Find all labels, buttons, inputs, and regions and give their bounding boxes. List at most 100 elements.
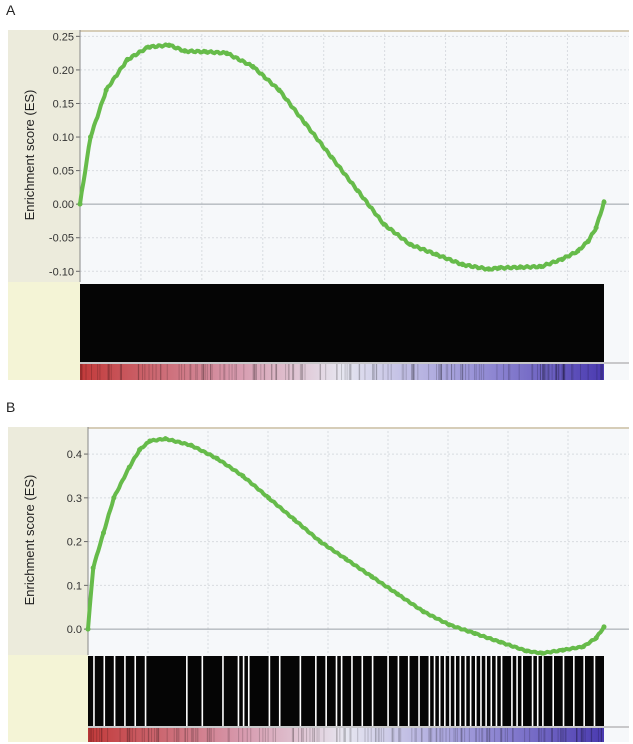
hit-line — [428, 656, 431, 726]
gradient-texture — [449, 728, 451, 742]
enrichment-point — [395, 591, 401, 597]
gradient-texture — [551, 728, 553, 742]
gradient-texture — [411, 728, 413, 742]
enrichment-point — [601, 199, 607, 205]
gradient-texture — [542, 364, 544, 380]
gradient-texture — [207, 728, 209, 742]
gradient-texture — [591, 728, 593, 742]
enrichment-point — [601, 624, 607, 630]
enrichment-point — [103, 87, 109, 93]
gradient-texture — [413, 364, 415, 380]
gradient-texture — [462, 364, 464, 380]
hit-line — [361, 656, 364, 726]
enrichment-point — [276, 87, 282, 93]
hit-line — [475, 656, 477, 726]
gradient-texture — [509, 364, 511, 380]
hit-line — [449, 656, 451, 726]
hit-line — [278, 656, 281, 726]
gradient-texture — [600, 364, 602, 380]
gradient-texture — [181, 364, 183, 380]
gradient-texture — [364, 364, 366, 380]
gradient-texture — [387, 364, 389, 380]
gradient-texture — [349, 364, 351, 380]
y-axis-label: Enrichment score (ES) — [22, 90, 37, 221]
gradient-texture — [544, 364, 546, 380]
barcode-side-panel — [8, 655, 88, 742]
gradient-texture — [227, 728, 229, 742]
gradient-texture — [456, 728, 458, 742]
gradient-texture — [292, 364, 294, 380]
gradient-texture — [319, 364, 321, 380]
gradient-texture — [341, 364, 343, 380]
enrichment-point — [498, 639, 504, 645]
gradient-texture — [264, 728, 266, 742]
hit-line — [325, 656, 327, 726]
gradient-texture — [597, 728, 599, 742]
enrichment-point — [329, 154, 335, 160]
gradient-texture — [518, 364, 520, 380]
gradient-texture — [405, 364, 407, 380]
gradient-texture — [120, 364, 122, 380]
gradient-texture — [80, 364, 82, 380]
hit-line — [103, 656, 106, 726]
y-axis-side-panel — [8, 30, 80, 282]
hit-line — [500, 656, 503, 726]
gradient-texture — [287, 364, 289, 380]
enrichment-point — [240, 473, 246, 479]
hit-line — [552, 656, 554, 726]
hit-line — [222, 656, 224, 726]
gradient-texture — [348, 364, 350, 380]
gradient-texture — [159, 364, 161, 380]
panel-b: 0.4 0.3 0.2 0.1 0.0 Enrichment score (ES) — [8, 427, 629, 742]
gradient-texture — [272, 728, 274, 742]
hit-line — [124, 656, 126, 726]
gradient-texture — [350, 728, 352, 742]
gradient-texture — [336, 728, 338, 742]
enrichment-point — [126, 464, 132, 470]
gradient-texture — [288, 364, 290, 380]
gradient-texture — [107, 728, 109, 742]
gradient-texture — [539, 364, 541, 380]
gradient-texture — [119, 364, 121, 380]
gradient-texture — [445, 728, 447, 742]
gradient-texture — [293, 364, 295, 380]
gradient-texture — [151, 728, 153, 742]
gradient-texture — [600, 364, 602, 380]
gradient-texture — [551, 728, 553, 742]
gradient-texture — [587, 364, 589, 380]
gradient-texture — [302, 364, 304, 380]
hit-line — [340, 656, 343, 726]
hit-line — [351, 656, 353, 726]
gradient-texture — [359, 364, 361, 380]
gradient-texture — [271, 364, 273, 380]
gradient-texture — [415, 728, 417, 742]
gradient-texture — [461, 364, 463, 380]
hit-line — [201, 656, 204, 726]
gradient-texture — [128, 728, 130, 742]
gradient-texture — [224, 364, 226, 380]
panel-a: 0.25 0.20 0.15 0.10 0.05 0.00 -0.05 -0.10 Enrich… — [8, 30, 629, 380]
gradient-texture — [242, 728, 244, 742]
ranked-list-gradient — [88, 728, 604, 742]
y-tick-label: 0.25 — [53, 31, 74, 43]
gradient-texture — [91, 364, 93, 380]
y-tick-label: 0.10 — [53, 132, 74, 144]
gradient-texture — [210, 728, 212, 742]
gradient-texture — [581, 728, 583, 742]
gradient-texture — [344, 364, 346, 380]
gradient-texture — [101, 728, 103, 742]
hit-line — [516, 656, 518, 726]
gradient-texture — [500, 728, 502, 742]
gradient-texture — [196, 728, 198, 742]
gradient-texture — [507, 364, 509, 380]
gradient-texture — [285, 364, 287, 380]
gradient-texture — [561, 728, 563, 742]
gradient-texture — [558, 364, 560, 380]
enrichment-point — [446, 622, 452, 628]
gradient-texture — [428, 364, 430, 380]
hit-line — [387, 656, 389, 726]
gradient-texture — [403, 364, 405, 380]
gradient-texture — [142, 364, 144, 380]
hit-barcode — [80, 284, 604, 362]
gradient-texture — [91, 728, 93, 742]
